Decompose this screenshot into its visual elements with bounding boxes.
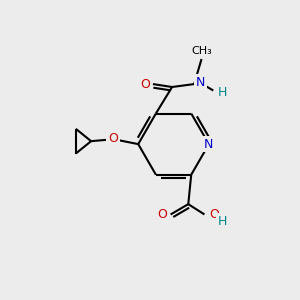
Text: O: O [141, 78, 151, 91]
Text: O: O [108, 132, 118, 145]
Text: N: N [204, 138, 214, 151]
Text: H: H [218, 215, 227, 228]
Text: O: O [158, 208, 167, 221]
Text: N: N [196, 76, 205, 89]
Text: O: O [209, 208, 219, 221]
Text: H: H [218, 85, 227, 98]
Text: CH₃: CH₃ [191, 46, 212, 56]
